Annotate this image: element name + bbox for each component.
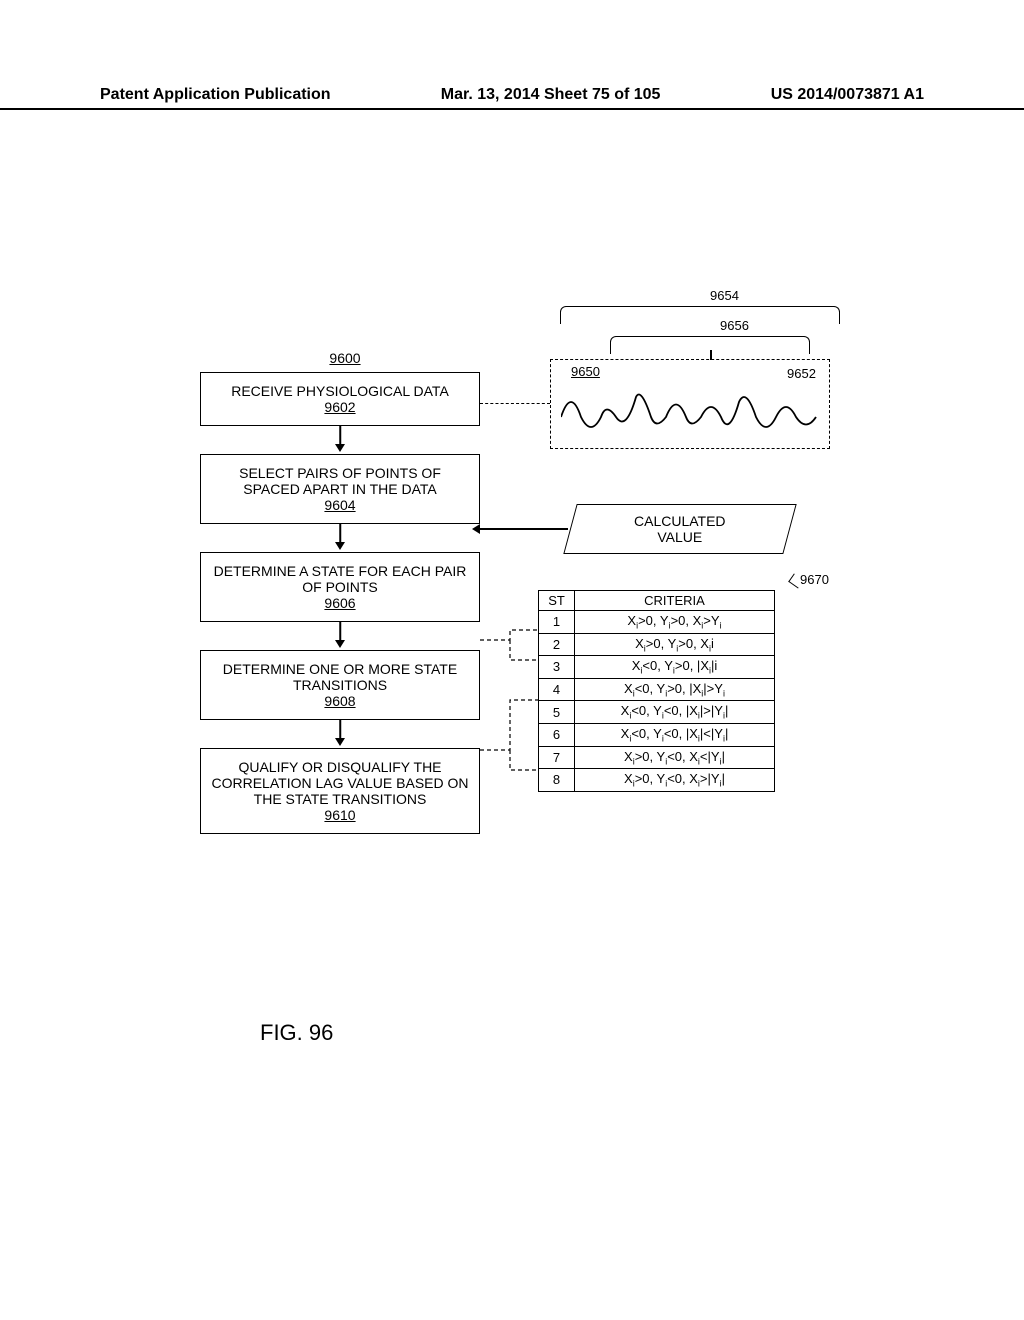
ref-9652: 9652 (787, 366, 816, 381)
waveform-svg (561, 382, 821, 442)
header-left: Patent Application Publication (100, 86, 331, 104)
page-header: Patent Application Publication Mar. 13, … (0, 86, 1024, 110)
flow-step-9602: RECEIVE PHYSIOLOGICAL DATA 9602 (200, 372, 480, 426)
waveform-path (561, 395, 816, 428)
flowchart: 9600 RECEIVE PHYSIOLOGICAL DATA 9602 SEL… (200, 350, 490, 834)
flow-step-9608: DETERMINE ONE OR MORE STATE TRANSITIONS … (200, 650, 480, 720)
header-center: Mar. 13, 2014 Sheet 75 of 105 (441, 86, 661, 104)
ref-9670: 9670 (800, 572, 829, 587)
flow-step-9610: QUALIFY OR DISQUALIFY THE CORRELATION LA… (200, 748, 480, 834)
flowchart-ref: 9600 (200, 350, 490, 366)
arrow-down-icon (200, 622, 480, 650)
bracket-outer (560, 306, 840, 324)
dashed-connector-1 (480, 403, 550, 404)
arrow-from-calculated (480, 528, 568, 530)
waveform-panel: 9650 9652 (550, 359, 830, 449)
arrow-down-icon (200, 426, 480, 454)
table-row: 3Xi<0, Yi>0, |Xi|i (539, 656, 775, 679)
table-row: 2Xi>0, Yi>0, Xii (539, 633, 775, 656)
ref-9650: 9650 (571, 364, 600, 379)
calculated-value-node: CALCULATEDVALUE (563, 504, 796, 554)
arrow-down-icon (200, 524, 480, 552)
table-row: 4Xi<0, Yi>0, |Xi|>Yi (539, 678, 775, 701)
table-header-criteria: CRITERIA (575, 591, 775, 611)
table-row: 8Xi>0, Yi<0, Xi>|Yi| (539, 769, 775, 792)
figure-caption: FIG. 96 (260, 1020, 333, 1046)
table-row: 6Xi<0, Yi<0, |Xi|<|Yi| (539, 723, 775, 746)
calculated-value-text: CALCULATEDVALUE (634, 513, 726, 545)
header-right: US 2014/0073871 A1 (771, 86, 924, 104)
table-row: 5Xi<0, Yi<0, |Xi|>|Yi| (539, 701, 775, 724)
state-criteria-table: ST CRITERIA 1Xi>0, Yi>0, Xi>Yi 2Xi>0, Yi… (538, 590, 775, 792)
table-header-st: ST (539, 591, 575, 611)
ref-9654: 9654 (710, 288, 739, 303)
flow-step-9606: DETERMINE A STATE FOR EACH PAIR OF POINT… (200, 552, 480, 622)
arrow-down-icon (200, 720, 480, 748)
flow-step-9604: SELECT PAIRS OF POINTS OF SPACED APART I… (200, 454, 480, 524)
table-row: 1Xi>0, Yi>0, Xi>Yi (539, 611, 775, 634)
table-row: 7Xi>0, Yi<0, Xi<|Yi| (539, 746, 775, 769)
ref-9656: 9656 (720, 318, 749, 333)
